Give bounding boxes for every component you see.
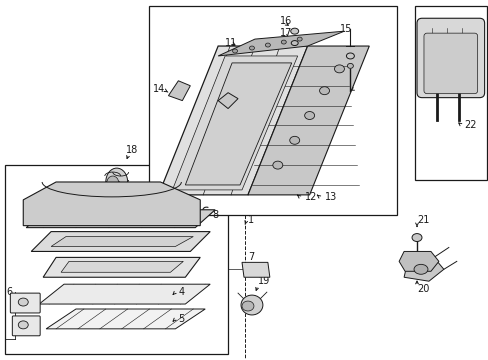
Text: 4: 4 [178,287,184,297]
Text: 10: 10 [152,192,164,202]
Text: 17: 17 [279,28,291,38]
Ellipse shape [18,321,28,329]
Ellipse shape [242,301,253,311]
Bar [148,6,396,215]
Polygon shape [43,257,200,277]
Ellipse shape [18,298,28,306]
Polygon shape [158,46,307,195]
Ellipse shape [106,176,119,190]
Text: 22: 22 [464,121,476,130]
Ellipse shape [346,63,353,68]
Text: 18: 18 [125,145,138,155]
Polygon shape [185,63,291,185]
Polygon shape [31,231,210,251]
Ellipse shape [291,41,298,46]
Ellipse shape [105,168,127,196]
Polygon shape [26,210,215,228]
FancyBboxPatch shape [416,18,484,98]
Text: 13: 13 [324,192,336,202]
FancyBboxPatch shape [423,33,477,94]
Bar [414,6,486,180]
Ellipse shape [281,40,285,44]
Ellipse shape [232,49,237,53]
Text: 1: 1 [247,215,254,225]
Ellipse shape [289,136,299,144]
Ellipse shape [297,37,302,41]
Polygon shape [218,93,238,109]
Bar [5,165,227,354]
Ellipse shape [346,53,354,59]
Text: 2: 2 [178,237,184,247]
Text: 6: 6 [6,287,13,297]
Text: 14: 14 [152,84,164,94]
Polygon shape [23,182,200,226]
Polygon shape [39,284,210,304]
Text: 19: 19 [257,276,270,286]
Ellipse shape [265,43,270,47]
Text: 15: 15 [339,24,351,34]
Ellipse shape [290,28,298,34]
Polygon shape [46,309,205,329]
FancyBboxPatch shape [10,293,40,313]
Ellipse shape [319,87,329,95]
Polygon shape [168,81,190,100]
Text: 11: 11 [224,38,237,48]
Polygon shape [398,251,438,271]
Text: 20: 20 [416,284,428,294]
Text: 3: 3 [178,261,184,271]
Text: 7: 7 [247,252,254,262]
Text: 21: 21 [416,215,428,225]
Polygon shape [403,257,443,281]
Ellipse shape [241,295,263,315]
Polygon shape [172,56,297,190]
Polygon shape [218,31,344,56]
Polygon shape [51,237,193,247]
Polygon shape [247,46,368,195]
Polygon shape [242,262,269,277]
Ellipse shape [304,112,314,120]
Text: 16: 16 [279,16,291,26]
Text: 5: 5 [178,314,184,324]
Ellipse shape [272,161,282,169]
Ellipse shape [249,46,254,50]
FancyBboxPatch shape [12,316,40,336]
Ellipse shape [411,234,421,242]
Text: 8: 8 [212,210,218,220]
Ellipse shape [334,65,344,73]
Ellipse shape [413,264,427,274]
Text: 9: 9 [244,116,251,126]
Polygon shape [61,261,183,272]
Text: 12: 12 [304,192,316,202]
